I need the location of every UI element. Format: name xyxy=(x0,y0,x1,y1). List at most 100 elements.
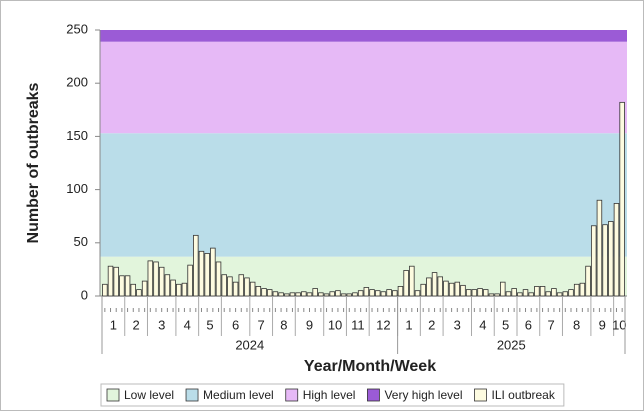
bar xyxy=(221,274,227,297)
bar xyxy=(494,293,500,297)
bar xyxy=(176,283,182,297)
bar xyxy=(369,289,375,297)
month-label: 6 xyxy=(525,317,532,332)
bar xyxy=(244,277,250,297)
bar xyxy=(136,289,142,297)
bar xyxy=(403,270,409,297)
bar xyxy=(471,289,478,297)
y-tick-label: 200 xyxy=(66,75,88,90)
bar xyxy=(613,203,620,297)
bar xyxy=(357,290,364,297)
bar xyxy=(261,288,267,297)
bar xyxy=(204,253,210,297)
bar xyxy=(193,234,199,297)
bar xyxy=(500,281,506,297)
bar xyxy=(272,291,279,297)
level-band xyxy=(100,30,627,42)
bar xyxy=(386,289,392,297)
bar xyxy=(454,281,461,297)
month-label: 1 xyxy=(405,317,412,332)
legend-swatch xyxy=(185,388,199,402)
bar xyxy=(392,290,398,297)
bar xyxy=(602,224,608,297)
bar xyxy=(511,288,517,297)
bar xyxy=(568,289,574,297)
bar xyxy=(318,292,324,297)
bar xyxy=(579,282,586,297)
bar xyxy=(249,281,256,297)
month-label: 1 xyxy=(110,317,117,332)
legend-swatch xyxy=(367,388,380,402)
legend-swatch xyxy=(474,388,487,402)
month-label: 9 xyxy=(306,317,313,332)
bar xyxy=(187,264,193,297)
y-tick-label: 100 xyxy=(66,181,88,196)
month-label: 8 xyxy=(280,317,287,332)
bar xyxy=(227,276,233,297)
bar xyxy=(210,247,216,297)
bar xyxy=(306,292,313,297)
bar xyxy=(505,291,512,297)
month-label: 7 xyxy=(258,317,265,332)
bar xyxy=(232,281,239,297)
legend-box xyxy=(100,383,565,407)
bar xyxy=(562,291,569,297)
month-label: 12 xyxy=(376,317,390,332)
bar xyxy=(409,265,415,297)
bar xyxy=(278,292,284,297)
legend-label: High level xyxy=(303,388,356,402)
bar xyxy=(431,272,438,297)
bar xyxy=(596,199,603,297)
y-axis-title: Number of outbreaks xyxy=(25,82,42,243)
bar xyxy=(488,293,495,297)
month-label: 3 xyxy=(158,317,165,332)
bar xyxy=(414,290,421,297)
bar xyxy=(374,290,381,297)
bar xyxy=(141,280,148,297)
x-axis-title: Year/Month/Week xyxy=(304,358,436,375)
bar xyxy=(585,265,591,297)
bar xyxy=(352,292,358,297)
bar xyxy=(460,284,466,297)
bar xyxy=(147,260,154,297)
legend-label: Medium level xyxy=(203,388,274,402)
bar xyxy=(551,288,557,297)
month-label: 2 xyxy=(132,317,139,332)
bar xyxy=(215,261,222,297)
bar xyxy=(266,289,273,297)
month-label: 6 xyxy=(232,317,239,332)
bar xyxy=(153,261,159,297)
bar xyxy=(426,277,432,297)
bar xyxy=(534,286,540,297)
month-label: 5 xyxy=(502,317,509,332)
level-band xyxy=(100,41,627,134)
bar xyxy=(397,286,404,297)
bar xyxy=(590,225,597,297)
y-tick-label: 250 xyxy=(66,21,88,36)
bar xyxy=(301,291,307,297)
month-label: 4 xyxy=(184,317,191,332)
month-label: 11 xyxy=(351,317,365,332)
legend-swatch xyxy=(106,388,120,402)
month-label: 3 xyxy=(454,317,461,332)
bar xyxy=(158,266,165,297)
bar xyxy=(323,293,330,297)
bar xyxy=(312,288,318,297)
bar xyxy=(124,275,131,297)
legend-label: ILI outbreak xyxy=(491,388,555,402)
month-label: 8 xyxy=(573,317,580,332)
bar xyxy=(113,266,119,297)
bar xyxy=(130,283,137,297)
bar xyxy=(465,289,472,297)
legend-label: Low level xyxy=(124,388,174,402)
bar xyxy=(619,101,625,297)
bar xyxy=(346,293,353,297)
y-tick-label: 50 xyxy=(74,234,88,249)
bar xyxy=(170,279,176,297)
bar xyxy=(284,293,290,297)
bar xyxy=(289,292,296,297)
month-label: 7 xyxy=(547,317,554,332)
bar xyxy=(482,289,489,297)
bar xyxy=(107,265,114,297)
